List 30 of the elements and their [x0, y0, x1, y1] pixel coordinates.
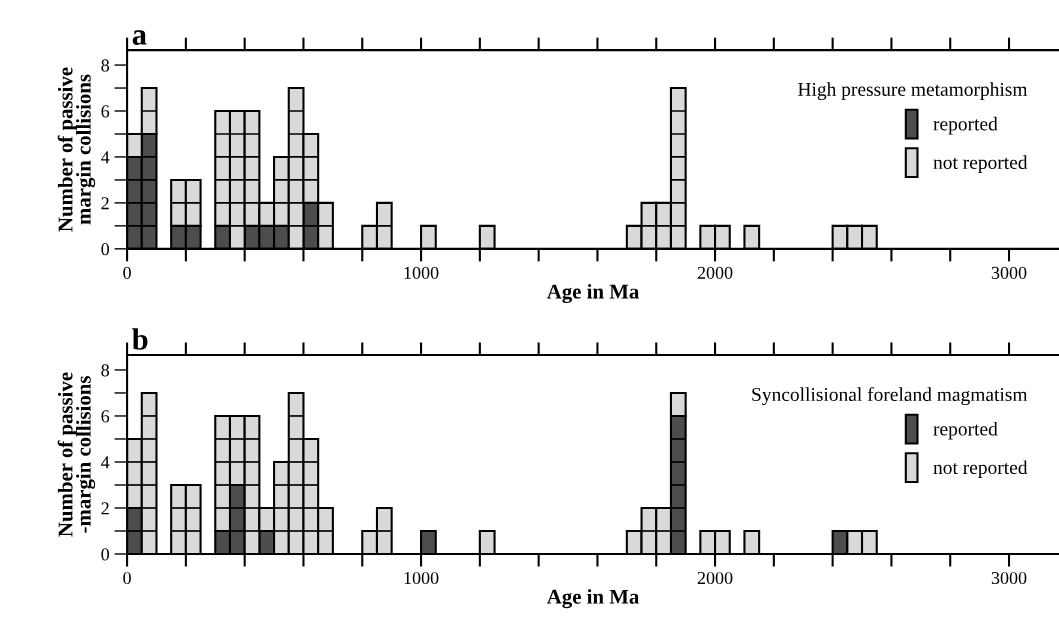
- x-tick-label: 0: [123, 266, 131, 279]
- chart-title: b: [132, 328, 148, 350]
- y-axis-title: Number of passive -margin collisions: [57, 372, 96, 537]
- y-tick-label: 2: [101, 197, 109, 210]
- x-tick-label: 3000: [991, 266, 1027, 279]
- x-tick-label: 0: [123, 571, 131, 585]
- x-axis-title: Age in Ma: [546, 283, 640, 304]
- y-tick-label: 8: [101, 59, 110, 72]
- legend-title: Syncollisional foreland magmatism: [752, 387, 1028, 406]
- x-axis-title: Age in Ma: [546, 589, 640, 609]
- y-tick-label: 6: [101, 410, 110, 423]
- text: reported: [933, 421, 998, 440]
- text: not reported: [933, 460, 1028, 479]
- x-tick-label: 3000: [991, 571, 1027, 585]
- chart-title: a: [132, 30, 147, 45]
- y-tick-label: 4: [101, 151, 110, 164]
- y-tick-label: 6: [101, 105, 110, 118]
- x-tick-label: 1000: [404, 571, 439, 585]
- legend-title: High pressure metamorphism: [798, 82, 1028, 100]
- y-tick-label: 0: [101, 548, 110, 561]
- legend-label: reported: [933, 116, 998, 135]
- y-tick-label: 0: [101, 243, 110, 256]
- y-tick-label: 8: [101, 364, 110, 377]
- x-tick-label: 2000: [697, 266, 733, 279]
- x-tick-label: 1000: [404, 266, 439, 279]
- y-tick-label: 4: [101, 456, 110, 469]
- y-tick-label: 2: [101, 502, 109, 515]
- y-axis-title: Number of passive margin collisions: [57, 67, 96, 232]
- x-tick-label: 2000: [697, 571, 733, 585]
- legend-label: not reported: [933, 155, 1028, 173]
